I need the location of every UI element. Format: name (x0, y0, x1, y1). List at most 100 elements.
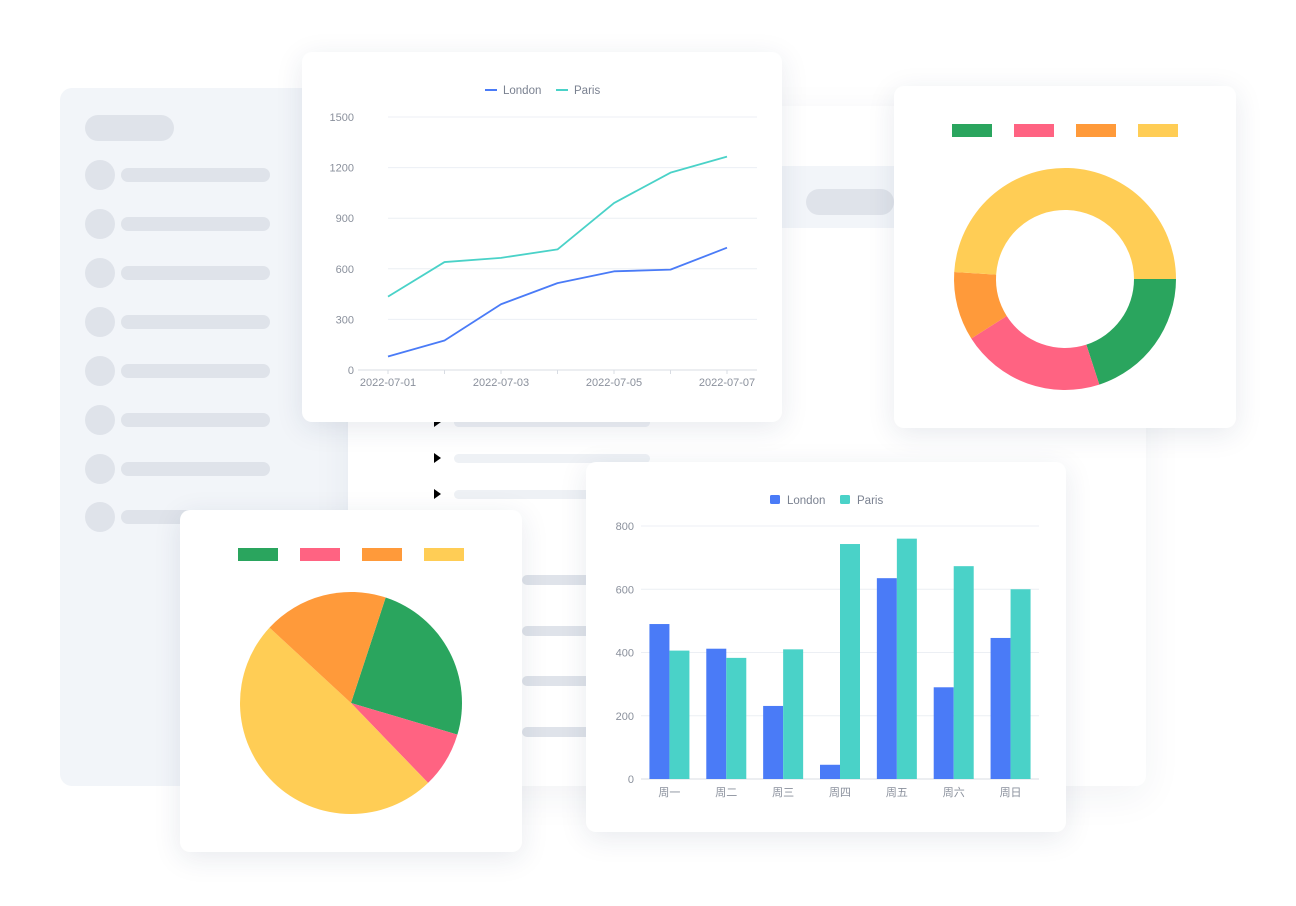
x-tick-label: 2022-07-07 (699, 377, 755, 389)
x-tick-label: 2022-07-05 (586, 377, 642, 389)
list-line-placeholder (522, 626, 592, 636)
series-line-london (387, 246, 728, 358)
sidebar-item[interactable] (85, 405, 270, 435)
legend-swatch-paris (840, 495, 850, 504)
y-tick-label: 600 (336, 264, 354, 276)
sidebar-item[interactable] (85, 160, 270, 190)
bar-paris (669, 650, 690, 779)
avatar-placeholder (85, 307, 115, 337)
text-placeholder (121, 266, 270, 280)
bar-london (820, 764, 840, 779)
pie-slice-orange (269, 592, 386, 703)
x-tick-label: 周三 (772, 786, 794, 799)
x-tick-label: 周四 (829, 786, 851, 799)
bar-london (933, 687, 954, 779)
x-tick-label: 2022-07-01 (360, 377, 416, 389)
donut-slice-orange (954, 272, 1007, 339)
avatar-placeholder (85, 454, 115, 484)
text-placeholder (454, 490, 650, 499)
legend-swatch-pink (1014, 124, 1054, 137)
avatar-placeholder (85, 209, 115, 239)
pie-slice-green (351, 597, 462, 735)
caret-right-icon[interactable] (434, 453, 441, 463)
y-tick-label: 300 (336, 314, 354, 326)
sidebar-item[interactable] (85, 356, 270, 386)
tree-row[interactable] (434, 416, 654, 428)
legend-label-paris: Paris (574, 85, 600, 97)
x-tick-label: 2022-07-03 (473, 377, 529, 389)
text-placeholder (454, 418, 650, 427)
bar-london (649, 624, 670, 779)
text-placeholder (121, 217, 270, 231)
text-placeholder (121, 413, 270, 427)
line-chart: London Paris 0 300 600 900 1200 1500 2022-07-01 2… (330, 85, 757, 389)
y-tick-label: 200 (616, 711, 634, 723)
legend-swatch-london (770, 495, 780, 504)
y-tick-label: 900 (336, 213, 354, 225)
y-tick-label: 0 (628, 774, 634, 786)
legend-swatch-yellow (1138, 124, 1178, 137)
list-line-placeholder (522, 676, 592, 686)
tree-row[interactable] (434, 452, 654, 464)
bar-london (763, 705, 784, 779)
y-tick-label: 400 (616, 648, 634, 660)
sidebar-item[interactable] (85, 258, 270, 288)
donut-slice-green (1086, 279, 1176, 385)
list-line-placeholder (522, 727, 592, 737)
line-chart-card: London Paris 0 300 600 900 1200 1500 2022-07-01 2… (302, 52, 782, 422)
text-placeholder (121, 315, 270, 329)
avatar-placeholder (85, 160, 115, 190)
bar-paris (840, 544, 860, 779)
y-tick-label: 1500 (330, 112, 354, 124)
legend-swatch-green (238, 548, 278, 561)
bar-paris (896, 538, 917, 779)
y-tick-label: 800 (616, 521, 634, 533)
text-placeholder (454, 454, 650, 463)
avatar-placeholder (85, 405, 115, 435)
y-tick-label: 0 (348, 365, 354, 377)
bar-london (990, 637, 1011, 779)
caret-right-icon[interactable] (434, 489, 441, 499)
bar-paris (783, 649, 804, 779)
sidebar-header-placeholder (85, 115, 174, 141)
bar-paris (953, 566, 974, 779)
bar-chart-card: London Paris 0 200 400 600 800 周一 周二 周三 周四 周五 周六 周日 (586, 462, 1066, 832)
legend-label-london: London (787, 495, 825, 507)
sidebar-item[interactable] (85, 454, 270, 484)
series-line-paris (387, 155, 728, 298)
text-placeholder (121, 462, 270, 476)
legend-swatch-yellow (424, 548, 464, 561)
legend-swatch-orange (362, 548, 402, 561)
text-placeholder (121, 364, 270, 378)
text-placeholder (121, 168, 270, 182)
x-tick-label: 周六 (943, 786, 965, 799)
pie-chart (238, 548, 464, 814)
x-tick-label: 周五 (886, 786, 908, 799)
pie-slice-yellow (239, 627, 429, 814)
x-tick-label: 周一 (658, 786, 680, 799)
caret-right-icon[interactable] (434, 417, 441, 427)
sidebar-item[interactable] (85, 307, 270, 337)
x-tick-label: 周二 (715, 786, 737, 799)
avatar-placeholder (85, 356, 115, 386)
donut-chart (952, 124, 1178, 390)
donut-slice-pink (971, 315, 1100, 390)
legend-swatch-orange (1076, 124, 1116, 137)
x-tick-label: 周日 (1000, 786, 1022, 799)
legend-label-paris: Paris (857, 495, 883, 507)
legend-swatch-green (952, 124, 992, 137)
avatar-placeholder (85, 258, 115, 288)
toolbar-pill-placeholder[interactable] (806, 189, 894, 215)
bar-london (706, 648, 727, 779)
donut-chart-card (894, 86, 1236, 428)
pie-slice-pink (351, 703, 458, 783)
donut-slice-yellow (954, 167, 1176, 279)
bar-chart: London Paris 0 200 400 600 800 周一 周二 周三 周四 周五 周六 周日 (616, 495, 1039, 799)
list-line-placeholder (522, 575, 592, 585)
bar-paris (1010, 589, 1031, 779)
tree-row[interactable] (434, 488, 654, 500)
y-tick-label: 1200 (330, 163, 354, 175)
pie-chart-card (180, 510, 522, 852)
sidebar-item[interactable] (85, 209, 270, 239)
bar-paris (726, 657, 747, 779)
